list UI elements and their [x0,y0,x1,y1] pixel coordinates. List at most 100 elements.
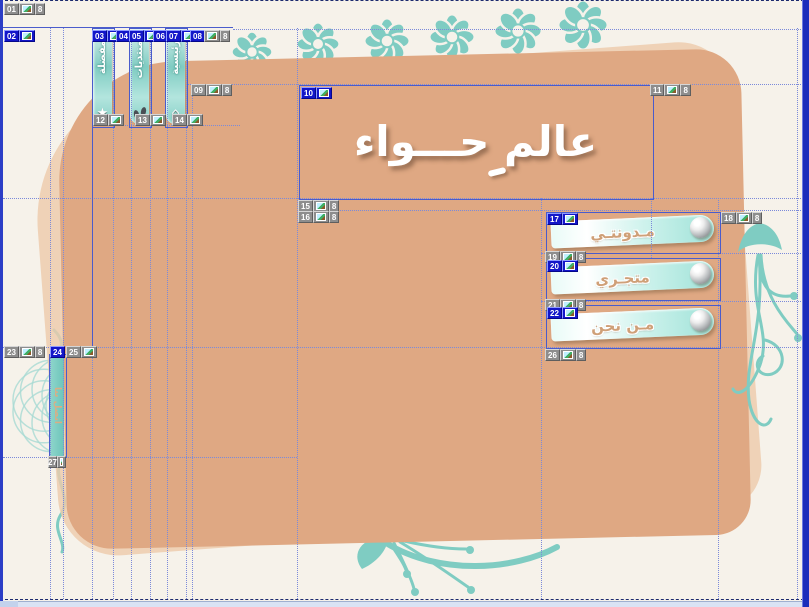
slice-number: 07 [166,30,181,42]
image-icon [21,348,32,356]
slice-badge-10[interactable]: 10 [301,87,332,99]
slice-guide [541,198,542,599]
slice-guide [297,28,298,599]
image-icon [564,262,575,270]
link-icon: 8 [751,212,763,224]
slice-badge-11[interactable]: 11 8 [650,84,691,96]
image-slice-icon [205,84,222,96]
slice-number: 18 [721,212,736,224]
slice-guide [113,28,114,599]
slice-badge-27[interactable]: 27 [48,456,66,468]
slice-badge-icons[interactable]: 8 [204,30,231,42]
slice-guide [0,0,809,1]
image-slice-icon [561,260,578,272]
slice-badge-17[interactable]: 17 [547,213,578,225]
slice-border[interactable] [129,28,152,128]
slice-badge-20[interactable]: 20 [547,260,578,272]
slice-badge-26[interactable]: 26 8 [545,349,587,361]
slice-number: 05 [129,30,144,42]
image-icon [318,89,329,97]
slice-badge-24[interactable]: 24 [50,346,65,358]
image-icon [83,348,94,356]
slice-guide [0,599,809,600]
slice-number: 10 [301,87,316,99]
horizontal-scrollbar[interactable] [0,601,809,607]
slice-border[interactable] [546,258,721,301]
slice-number: 25 [66,346,81,358]
slice-border[interactable] [49,354,67,458]
slice-guide [186,28,187,599]
nav-button-home[interactable]: الرئيسية ⌂ [166,29,185,124]
image-icon [667,86,678,94]
slice-guide [50,28,51,599]
image-icon [315,202,326,210]
slice-number: 26 [545,349,560,361]
image-icon [562,351,573,359]
image-slice-icon [149,114,166,126]
flower-icon [428,13,476,61]
star-icon: ★ [97,107,109,120]
slice-badge-18[interactable]: 18 8 [721,212,763,224]
slice-guide [297,210,803,211]
image-icon [110,116,121,124]
image-slice-icon [80,346,97,358]
slice-badge-07[interactable]: 07 [166,30,197,42]
image-icon [189,116,200,124]
image-slice-icon [561,307,578,319]
slice-number: 03 [92,30,107,42]
slice-number: 22 [547,307,562,319]
slice-guide [233,29,803,30]
slice-badge-05[interactable]: 05 [129,30,160,42]
link-icon: 8 [575,299,587,311]
image-icon [564,215,575,223]
image-slice-icon [664,84,681,96]
image-slice-icon [559,349,576,361]
slice-badge-13[interactable]: 13 [135,114,166,126]
slice-guide [192,84,193,599]
slice-number: 27 [48,456,57,468]
bottom-swirl-decor [357,539,560,596]
slice-number: 09 [191,84,206,96]
image-icon [207,32,217,40]
slice-number: 11 [650,84,665,96]
slice-badge-12[interactable]: 12 [93,114,124,126]
slice-badge-25[interactable]: 25 [66,346,97,358]
slice-badge-22[interactable]: 22 [547,307,578,319]
slice-number: 16 [298,211,313,223]
slice-badge-02[interactable]: 02 [4,30,35,42]
image-slice-icon [18,346,35,358]
slice-badge-16[interactable]: 16 8 [298,211,340,223]
flower-icon [556,0,610,52]
slice-number: 17 [547,213,562,225]
slice-badge-06[interactable]: 06 [153,30,168,42]
slice-guide [150,28,151,599]
slice-badge-14[interactable]: 14 [172,114,203,126]
slice-badge-01[interactable]: 01 8 [4,3,46,15]
link-icon: 8 [680,84,691,96]
slice-guide [651,198,652,258]
slice-guide [131,28,132,599]
slice-badge-08[interactable]: 08 [190,30,205,42]
nav-button-forums[interactable]: المنتديات [130,29,149,124]
slice-border[interactable] [299,85,654,200]
site-logo-text: عالم حـــواء [353,117,598,166]
slice-badge-09[interactable]: 09 8 [191,84,233,96]
link-icon: 8 [575,349,587,361]
slice-border[interactable] [546,305,721,349]
slice-number: 01 [4,3,19,15]
slice-border[interactable] [546,212,721,254]
nav-button-favorites[interactable]: المفضلة ★ [93,29,112,124]
slice-guide [3,27,233,28]
image-slice-icon [561,213,578,225]
slice-guide [92,28,93,348]
link-icon: 8 [34,346,46,358]
slice-border[interactable] [165,28,188,128]
slice-border[interactable] [92,28,115,128]
slice-badge-23[interactable]: 23 8 [4,346,46,358]
slice-guide [797,28,798,599]
image-slice-icon [312,211,329,223]
slice-number: 20 [547,260,562,272]
scrollbar-corner [0,601,18,607]
slice-guide [3,198,803,199]
